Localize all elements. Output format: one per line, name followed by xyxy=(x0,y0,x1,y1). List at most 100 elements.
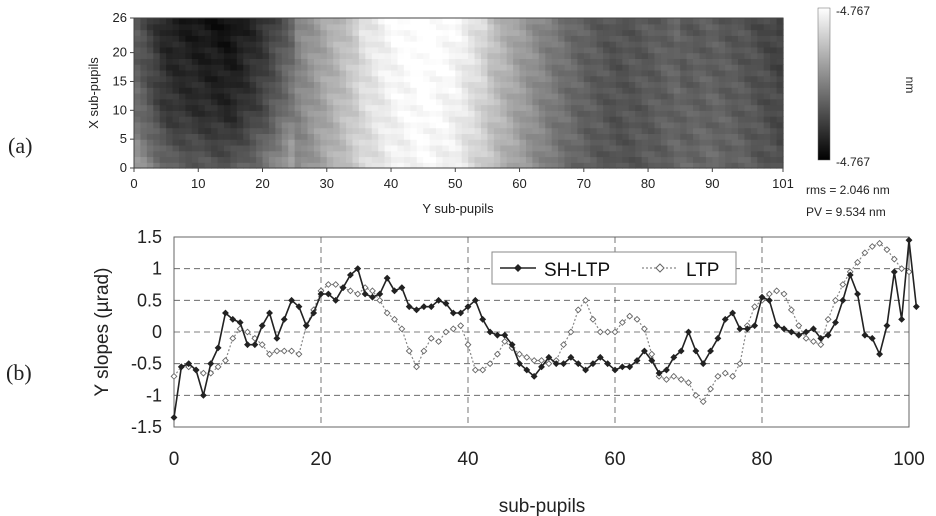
colorbar-max-label: -4.767 xyxy=(836,4,870,18)
heatmap-cell xyxy=(352,87,360,94)
heatmap-cell xyxy=(416,156,424,163)
heatmap-cell xyxy=(564,121,572,129)
colorbar xyxy=(817,7,831,161)
heatmap-cell xyxy=(680,64,688,71)
heatmap-cell xyxy=(339,23,347,31)
heatmap-cell xyxy=(718,127,726,134)
heatmap-cell xyxy=(429,52,437,59)
heatmap-cell xyxy=(134,121,142,129)
heatmap-cell xyxy=(346,18,354,25)
heatmap-cell xyxy=(146,116,154,123)
heatmap-cell xyxy=(333,35,341,42)
point-sh-ltp xyxy=(729,309,737,317)
heatmap-cell xyxy=(198,75,206,83)
heatmap-cell xyxy=(577,127,585,134)
heatmap-cell xyxy=(352,46,360,54)
heatmap-cell xyxy=(725,69,733,77)
heatmap-cell xyxy=(134,98,142,106)
heatmap-cell xyxy=(545,46,553,54)
heatmap-cell xyxy=(281,127,289,134)
heatmap-cell xyxy=(487,23,495,31)
heatmap-cell xyxy=(384,69,392,77)
heatmap-cell xyxy=(256,144,264,152)
heatmap-cell xyxy=(326,69,334,77)
heatmap-cell xyxy=(307,41,315,48)
heatmap-cell xyxy=(551,52,559,59)
heatmap-cell xyxy=(603,104,611,111)
heatmap-cell xyxy=(326,58,334,65)
heatmap-cell xyxy=(275,18,283,25)
heatmap-cell xyxy=(172,144,180,152)
heatmap-cell xyxy=(757,87,765,94)
heatmap-cell xyxy=(243,162,251,169)
heatmap-cell xyxy=(468,52,476,59)
heatmap-cell xyxy=(590,23,598,31)
heatmap-cell xyxy=(204,139,212,146)
heatmap-cell xyxy=(371,98,379,106)
heatmap-cell xyxy=(622,139,630,146)
heatmap-cell xyxy=(172,127,180,134)
heatmap-cell xyxy=(217,127,225,134)
heatmap-cell xyxy=(532,98,540,106)
legend-sh-ltp-label: SH-LTP xyxy=(544,260,610,281)
heatmap-cell xyxy=(346,121,354,129)
heatmap-cell xyxy=(519,162,527,169)
heatmap-cell xyxy=(648,144,656,152)
heatmap-cell xyxy=(249,104,257,111)
heatmap-cell xyxy=(686,69,694,77)
heatmap-cell xyxy=(204,93,212,100)
heatmap-cell xyxy=(693,69,701,77)
heatmap-cell xyxy=(140,87,148,94)
heatmap-cell xyxy=(513,139,521,146)
heatmap-cell xyxy=(705,98,713,106)
heatmap-cell xyxy=(262,150,270,158)
heatmap-cell xyxy=(660,46,668,54)
heatmap-cell xyxy=(628,81,636,88)
heatmap-cell xyxy=(480,156,489,163)
heatmap-cell xyxy=(159,41,167,48)
heatmap-cell xyxy=(391,156,399,163)
heatmap-cell xyxy=(583,121,591,129)
heatmap-cell xyxy=(268,139,276,146)
heatmap-cell xyxy=(577,46,585,54)
heatmap-cell xyxy=(320,127,328,134)
heatmap-cell xyxy=(680,18,688,25)
heatmap-cell xyxy=(609,69,617,77)
point-sh-ltp xyxy=(229,315,237,323)
heatmap-cell xyxy=(326,41,334,48)
heatmap-cell xyxy=(596,121,604,129)
heatmap-cell xyxy=(268,52,276,59)
heatmap-cell xyxy=(680,52,688,59)
heatmap-cell xyxy=(230,41,238,48)
heatmap-cell xyxy=(538,139,546,146)
heatmap-cell xyxy=(455,98,463,106)
heatmap-cell xyxy=(493,35,501,42)
heatmap-cell xyxy=(275,104,283,111)
heatmap-cell xyxy=(288,116,296,123)
heatmap-cell xyxy=(622,29,630,36)
point-ltp xyxy=(442,328,450,336)
heatmap-cell xyxy=(615,46,623,54)
heatmap-cell xyxy=(268,87,276,94)
heatmap-cell xyxy=(480,133,489,140)
heatmap-cell xyxy=(744,144,752,152)
heatmap-cell xyxy=(185,29,193,36)
heatmap-cell xyxy=(654,18,662,25)
heatmap-cell xyxy=(307,52,315,59)
heatmap-cell xyxy=(223,98,231,106)
heatmap-cell xyxy=(436,162,444,169)
heatmap-cell xyxy=(416,150,424,158)
heatmap-cell xyxy=(725,93,733,100)
heatmap-cell xyxy=(654,69,662,77)
heatmap-cell xyxy=(738,46,746,54)
point-sh-ltp xyxy=(567,353,575,361)
heatmap-cell xyxy=(699,93,707,100)
heatmap-cell xyxy=(770,139,778,146)
heatmap-cell xyxy=(506,144,514,152)
heatmap-cell xyxy=(403,98,411,106)
heatmap-cell xyxy=(256,156,264,163)
heatmap-cell xyxy=(487,121,495,129)
heatmap-cell xyxy=(609,139,617,146)
heatmap-cell xyxy=(564,127,572,134)
heatmap-cell xyxy=(564,116,572,123)
